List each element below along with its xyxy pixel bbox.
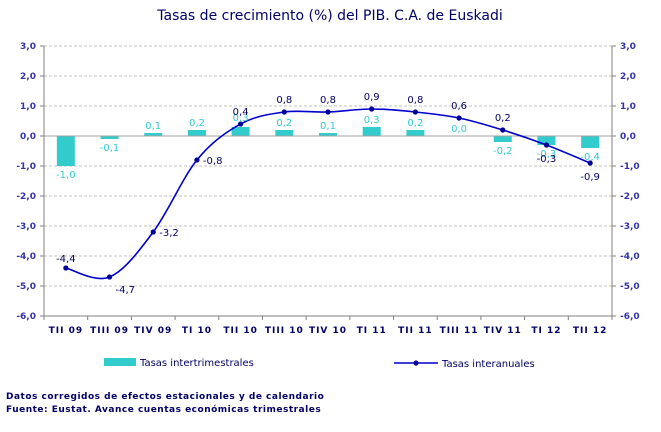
legend-marker-line <box>413 360 419 366</box>
line-value-label: 0,8 <box>320 95 336 106</box>
bar <box>231 127 250 136</box>
y-tick-label-right: -6,0 <box>620 312 640 322</box>
y-tick-label-right: 2,0 <box>620 72 636 82</box>
line-point <box>500 127 506 133</box>
line-point <box>412 109 418 115</box>
bar <box>275 130 294 136</box>
line-value-label: 0,8 <box>407 95 423 106</box>
y-tick-label-left: -1,0 <box>16 162 36 172</box>
note-adjustment: Datos corregidos de efectos estacionales… <box>6 392 324 402</box>
bar <box>406 130 425 136</box>
line-value-label: 0,4 <box>233 107 249 118</box>
x-tick-label: TIV 09 <box>134 326 172 336</box>
bar-value-label: -0,4 <box>580 152 600 163</box>
x-tick-label: TII 10 <box>223 326 258 336</box>
bar <box>537 136 556 145</box>
bar-value-label: 0,0 <box>451 124 467 135</box>
y-tick-label-left: -2,0 <box>16 192 36 202</box>
bar-value-label: 0,2 <box>407 118 423 129</box>
x-tick-label: TIII 10 <box>265 326 304 336</box>
line-value-label: -4,4 <box>56 254 76 265</box>
line-point <box>587 160 593 166</box>
data-labels: -1,0 -0,1 0,1 0,2 0,3 0,2 0,1 0,3 0,2 0,0 -0,2 -0,3… <box>56 92 600 296</box>
grid-lines <box>44 45 612 317</box>
line-point <box>543 142 550 148</box>
bar-value-label: -0,1 <box>100 143 120 154</box>
line-value-label: 0,2 <box>495 113 511 124</box>
bar <box>319 133 337 136</box>
x-tick-label: TII 11 <box>398 326 433 336</box>
y-tick-label-left: -6,0 <box>16 312 36 322</box>
y-tick-label-left: 1,0 <box>20 102 36 112</box>
y-tick-label-left: 0,0 <box>20 132 36 142</box>
y-tick-label-right: -4,0 <box>620 252 640 262</box>
y-tick-label-left: 2,0 <box>20 72 36 82</box>
bar <box>56 136 75 166</box>
bar <box>581 136 600 148</box>
x-tick-label: TIV 11 <box>484 326 522 336</box>
bar-series <box>56 127 600 166</box>
x-tick-label: TI 12 <box>531 326 561 336</box>
line-value-label: -0,3 <box>537 154 557 165</box>
legend-label-line: Tasas interanuales <box>441 359 535 370</box>
line-value-label: -3,2 <box>159 228 179 239</box>
x-tick-label: TI 10 <box>182 326 212 336</box>
bar <box>187 130 206 136</box>
note-source: Fuente: Eustat. Avance cuentas económica… <box>6 404 321 415</box>
chart-title: Tasas de crecimiento (%) del PIB. C.A. d… <box>156 8 502 24</box>
bar <box>100 136 119 139</box>
y-tick-label-right: -2,0 <box>620 192 640 202</box>
bar-value-label: 0,1 <box>145 121 161 132</box>
line-point <box>63 265 69 271</box>
line-point <box>150 229 156 235</box>
line-point <box>281 109 287 115</box>
legend: Tasas intertrimestrales Tasas interanuale… <box>104 358 535 370</box>
line-value-label: 0,6 <box>451 101 467 112</box>
line-point <box>325 109 331 115</box>
y-tick-label-left: -4,0 <box>16 252 36 262</box>
legend-swatch-bars <box>104 358 136 366</box>
x-tick-label: TII 09 <box>49 326 84 336</box>
y-tick-label-right: -1,0 <box>620 162 640 172</box>
x-tick-label: TIII 11 <box>440 326 479 336</box>
bar <box>144 133 163 136</box>
bar-value-label: 0,3 <box>364 115 380 126</box>
axes: 3,0 3,0 2,0 2,0 1,0 1,0 0,0 0,0 -1,0 -1,0 -2,0 -2,0… <box>16 42 639 336</box>
bar-value-label: -1,0 <box>56 170 76 181</box>
y-tick-label-right: -3,0 <box>620 222 640 232</box>
line-value-label: 0,8 <box>276 95 292 106</box>
legend-label-bars: Tasas intertrimestrales <box>139 358 254 369</box>
line-point <box>106 274 113 280</box>
bar-value-label: 0,3 <box>233 113 249 124</box>
line-value-label: -4,7 <box>116 285 136 296</box>
x-tick-label: TIII 09 <box>90 326 129 336</box>
bar-value-label: 0,1 <box>320 121 336 132</box>
y-tick-label-right: -5,0 <box>620 282 640 292</box>
y-tick-label-right: 3,0 <box>620 42 636 52</box>
bar <box>362 127 381 136</box>
y-tick-label-right: 0,0 <box>620 132 636 142</box>
bar-value-label: -0,2 <box>493 146 513 157</box>
line-value-label: 0,9 <box>364 92 380 103</box>
x-tick-label: TII 12 <box>573 326 608 336</box>
line-value-label: -0,9 <box>580 172 600 183</box>
y-tick-label-left: -3,0 <box>16 222 36 232</box>
line-point <box>238 121 244 127</box>
bar-value-label: 0,2 <box>189 118 205 129</box>
x-tick-label: TIV 10 <box>309 326 347 336</box>
bar <box>493 136 512 142</box>
x-tick-label: TI 11 <box>357 326 387 336</box>
bar-value-label: -0,3 <box>537 149 557 160</box>
bar-value-label: 0,2 <box>276 118 292 129</box>
line-point <box>369 106 375 112</box>
line-point <box>456 115 462 121</box>
y-tick-label-left: 3,0 <box>20 42 36 52</box>
y-tick-label-right: 1,0 <box>620 102 636 112</box>
line-series <box>63 106 593 280</box>
line-point <box>194 157 200 163</box>
line-value-label: -0,8 <box>203 156 223 167</box>
y-tick-label-left: -5,0 <box>16 282 36 292</box>
